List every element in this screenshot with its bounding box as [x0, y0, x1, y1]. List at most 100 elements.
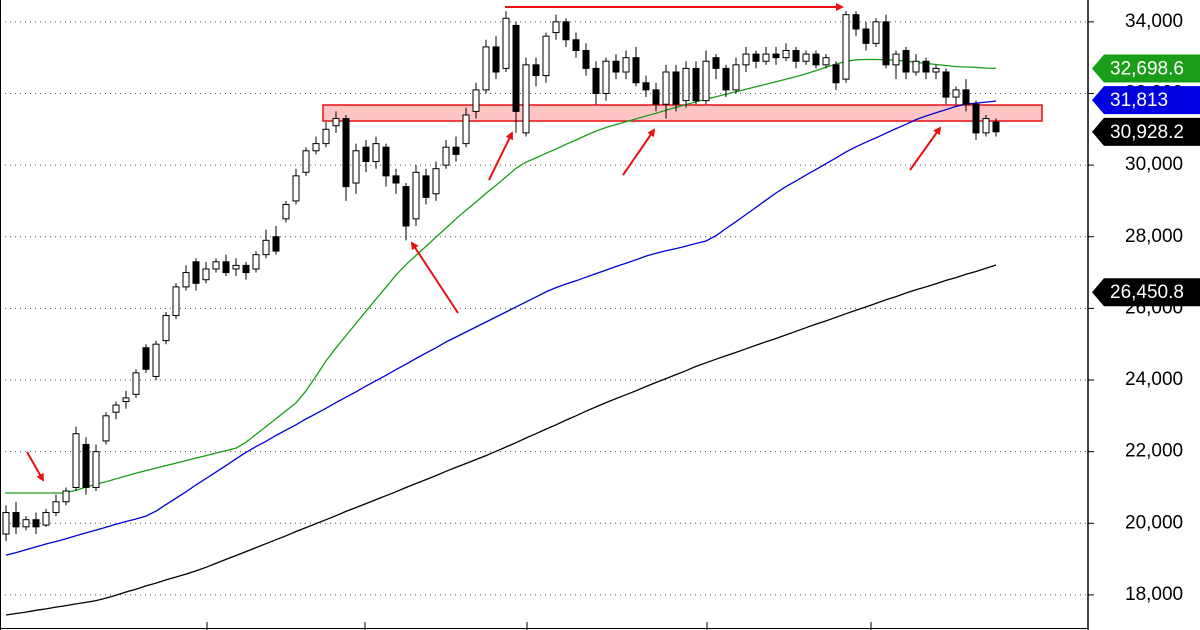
candle-body	[972, 103, 980, 134]
candle-body	[42, 512, 50, 526]
candle-body	[72, 433, 80, 488]
price-tag-box	[1092, 54, 1200, 83]
arrow	[26, 451, 44, 482]
candle-body	[762, 53, 770, 62]
candle-body	[402, 186, 410, 227]
moving-average-line	[5, 100, 997, 556]
candle-body	[652, 89, 660, 105]
candle-body	[792, 50, 800, 62]
candle-body	[522, 64, 530, 134]
candle-body	[932, 67, 940, 73]
candle-body	[562, 21, 570, 41]
x-ticks	[206, 622, 872, 630]
candle-body	[212, 261, 220, 270]
candle-body	[812, 53, 820, 66]
candle-body	[272, 236, 280, 252]
arrow	[622, 128, 656, 176]
candle-body	[902, 50, 910, 73]
candle-body	[802, 53, 810, 62]
candle-body	[222, 261, 230, 274]
y-tick-label: 34,000	[1125, 11, 1183, 32]
candle-body	[922, 60, 930, 73]
candle-body	[612, 60, 620, 73]
price-tag-box	[1092, 117, 1200, 146]
candle-body	[362, 146, 370, 163]
candle-body	[862, 28, 870, 44]
candle-body	[732, 64, 740, 91]
candle-body	[372, 143, 380, 163]
moving-averages	[5, 58, 997, 616]
candle-body	[282, 204, 290, 220]
candle-body	[632, 57, 640, 84]
candle-body	[952, 89, 960, 98]
arrow	[909, 126, 942, 171]
candle-body	[382, 146, 390, 177]
candle-body	[32, 519, 40, 528]
candle-body	[392, 175, 400, 184]
candle-body	[482, 46, 490, 91]
candle-body	[432, 168, 440, 195]
candle-body	[312, 143, 320, 152]
candle-body	[442, 146, 450, 166]
y-tick-label: 18,000	[1125, 584, 1183, 605]
moving-average-line	[65, 58, 997, 494]
grid	[0, 21, 1086, 596]
y-tick-label: 22,000	[1125, 441, 1183, 462]
candle-body	[332, 118, 340, 127]
candle-body	[572, 39, 580, 52]
candle-body	[712, 57, 720, 69]
moving-average-line	[5, 264, 997, 616]
candle-body	[992, 121, 1000, 133]
candle-body	[452, 146, 460, 155]
candle-body	[232, 264, 240, 270]
candle-body	[502, 17, 510, 69]
candle-body	[322, 128, 330, 145]
candle-body	[742, 53, 750, 66]
candle-body	[602, 60, 610, 94]
candle-body	[872, 21, 880, 44]
candle-body	[472, 89, 480, 112]
arrow	[488, 131, 513, 181]
candle-body	[852, 14, 860, 30]
candle-body	[12, 512, 20, 528]
candle-body	[782, 50, 790, 59]
candle-body	[142, 347, 150, 370]
candle-body	[982, 118, 990, 134]
candle-body	[202, 268, 210, 281]
candle-body	[642, 82, 650, 91]
candle-body	[82, 443, 90, 488]
candle-body	[842, 14, 850, 80]
candle-body	[462, 114, 470, 145]
candle-body	[542, 35, 550, 77]
candle-body	[62, 490, 70, 503]
candle-body	[192, 261, 200, 284]
candle-body	[692, 67, 700, 102]
candle-body	[772, 53, 780, 59]
candle-body	[92, 451, 100, 488]
candle-body	[892, 53, 900, 66]
candle-body	[552, 21, 560, 34]
candle-body	[672, 71, 680, 105]
candle-body	[342, 118, 350, 188]
candle-body	[102, 415, 110, 442]
candle-body	[592, 67, 600, 94]
candle-body	[422, 175, 430, 198]
candles	[2, 11, 1000, 542]
candle-body	[512, 24, 520, 112]
candle-body	[722, 67, 730, 91]
candle-body	[162, 315, 170, 342]
candle-body	[132, 372, 140, 395]
candle-body	[52, 501, 60, 514]
y-tick-label: 30,000	[1125, 154, 1183, 175]
price-tag-label: 30,928.2	[1110, 122, 1184, 143]
candle-body	[582, 50, 590, 69]
candle-body	[912, 60, 920, 73]
candle-body	[822, 57, 830, 66]
candle-body	[292, 175, 300, 202]
y-tick-label: 24,000	[1125, 369, 1183, 390]
candle-body	[152, 343, 160, 377]
candle-body	[412, 171, 420, 220]
candle-body	[112, 404, 120, 413]
candle-body	[122, 397, 130, 402]
